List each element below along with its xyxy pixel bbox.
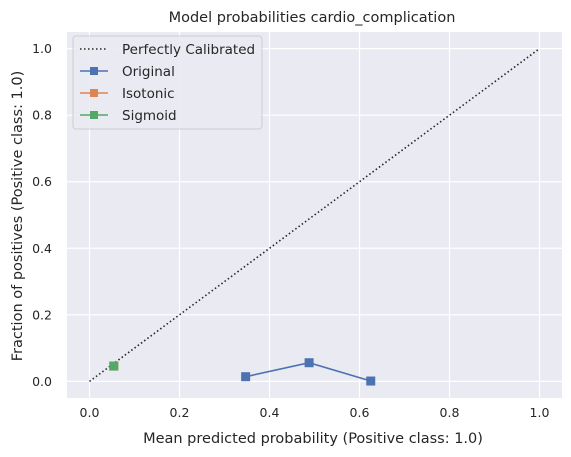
legend-label-perfectly-calibrated: Perfectly Calibrated (122, 42, 255, 58)
chart-title: Model probabilities cardio_complication (169, 10, 456, 26)
legend-swatch-original-marker (90, 67, 98, 75)
x-tick-label: 0.2 (170, 405, 190, 420)
legend-swatch-isotonic-marker (90, 89, 98, 97)
y-tick-label: 0.0 (32, 374, 52, 389)
y-tick-label: 0.6 (32, 174, 52, 189)
data-marks (89, 47, 540, 386)
y-axis-label: Fraction of positives (Positive class: 1… (10, 71, 26, 361)
legend-box (72, 35, 263, 130)
legend-label-sigmoid: Sigmoid (122, 108, 177, 124)
legend-swatch-sigmoid-marker (90, 111, 98, 119)
y-tick-label: 1.0 (32, 41, 52, 56)
x-axis-label: Mean predicted probability (Positive cla… (143, 431, 483, 447)
legend-label-isotonic: Isotonic (122, 86, 175, 102)
x-tick-label: 0.8 (440, 405, 460, 420)
x-tick-label: 0.0 (80, 405, 100, 420)
y-tick-label: 0.4 (32, 241, 52, 256)
x-tick-labels: 0.0 0.2 0.4 0.6 0.8 1.0 (80, 405, 550, 420)
y-tick-labels: 0.0 0.2 0.4 0.6 0.8 1.0 (32, 41, 52, 389)
y-tick-label: 0.8 (32, 108, 52, 123)
data-point-sigmoid (109, 361, 119, 371)
perfectly-calibrated-line (89, 47, 540, 383)
x-tick-label: 0.6 (350, 405, 370, 420)
legend-label-original: Original (122, 64, 175, 80)
grid-lines (67, 32, 562, 398)
legend: Perfectly Calibrated Original Isotonic S… (72, 35, 263, 130)
y-tick-label: 0.2 (32, 307, 52, 322)
data-point-original (366, 376, 376, 386)
x-tick-label: 1.0 (530, 405, 550, 420)
x-tick-label: 0.4 (260, 405, 280, 420)
data-point-original (241, 372, 251, 382)
data-point-original (304, 358, 314, 368)
